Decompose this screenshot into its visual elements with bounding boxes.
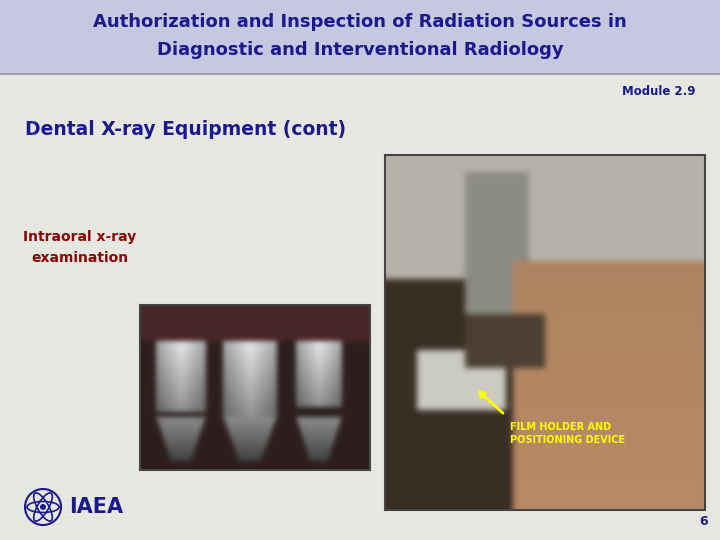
Circle shape [40,504,46,510]
Text: Diagnostic and Interventional Radiology: Diagnostic and Interventional Radiology [157,41,563,59]
FancyBboxPatch shape [0,0,720,73]
Text: IAEA: IAEA [69,497,123,517]
Text: FILM HOLDER AND
POSITIONING DEVICE: FILM HOLDER AND POSITIONING DEVICE [510,422,625,445]
Text: Intraoral x-ray
examination: Intraoral x-ray examination [23,230,137,265]
Text: Dental X-ray Equipment (cont): Dental X-ray Equipment (cont) [25,120,346,139]
Text: 6: 6 [699,515,708,528]
Text: Authorization and Inspection of Radiation Sources in: Authorization and Inspection of Radiatio… [93,13,627,31]
Text: Module 2.9: Module 2.9 [621,85,695,98]
